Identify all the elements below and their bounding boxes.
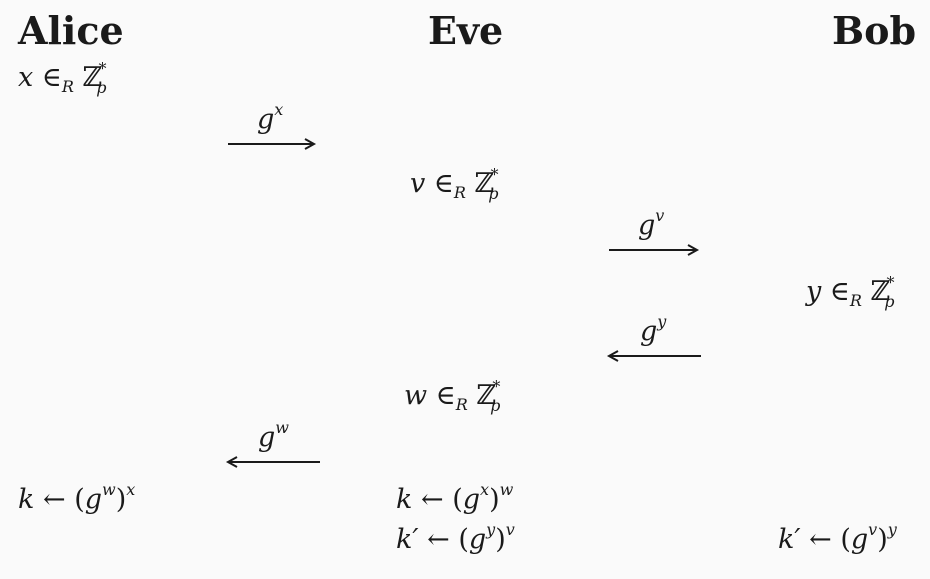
alice-header: Alice — [18, 8, 124, 53]
msg-gy-arrow — [606, 350, 701, 362]
bob-header: Bob — [832, 8, 917, 53]
lhs: k′ — [778, 524, 801, 555]
exp: x — [274, 100, 284, 119]
lhs: k — [396, 484, 413, 515]
lhs: k′ — [396, 524, 419, 555]
set-z: ℤ — [474, 168, 495, 199]
msg-gx-label: gx — [257, 100, 283, 135]
eve-header: Eve — [428, 8, 504, 53]
eve-key-kprime: k′ ← (gy)v — [396, 520, 515, 555]
rel-in: ∈ — [41, 62, 62, 93]
rel-in: ∈ — [433, 168, 454, 199]
set-z: ℤ — [870, 276, 891, 307]
msg-gw-label: gw — [258, 418, 289, 453]
paren-open: ( — [458, 524, 469, 555]
set-sup: * — [98, 59, 107, 78]
rel-sub: R — [61, 77, 74, 96]
lhs: k — [18, 484, 35, 515]
set-sup: * — [492, 377, 501, 396]
alice-key: k ← (gw)x — [18, 480, 135, 515]
base: g — [84, 484, 103, 515]
outer-exp: y — [887, 520, 897, 539]
base: g — [638, 210, 656, 241]
base: g — [468, 524, 487, 555]
exp: y — [657, 312, 667, 331]
outer-exp: v — [505, 520, 515, 539]
base: g — [462, 484, 481, 515]
paren-close: ) — [115, 484, 127, 515]
msg-gv-arrow — [609, 244, 700, 256]
rel-sub: R — [455, 395, 468, 414]
assign-arrow: ← — [809, 524, 832, 555]
rel-sub: R — [453, 183, 466, 202]
paren-close: ) — [877, 524, 888, 555]
set-z: ℤ — [82, 62, 103, 93]
set-sup: * — [490, 165, 499, 184]
set-sub: p — [488, 184, 499, 203]
paren-close: ) — [495, 524, 506, 555]
set-sub: p — [490, 396, 501, 415]
set-sub: p — [884, 292, 895, 311]
var-x: x — [18, 62, 34, 93]
paren-open: ( — [452, 484, 463, 515]
msg-gv-label: gv — [638, 206, 664, 241]
bob-key-kprime: k′ ← (gv)y — [778, 520, 897, 555]
paren-open: ( — [74, 484, 85, 515]
assign-arrow: ← — [427, 524, 450, 555]
outer-exp: w — [499, 480, 514, 499]
base: g — [640, 316, 658, 347]
msg-gy-label: gy — [640, 312, 666, 347]
alice-choose-x: x ∈R ℤp* — [18, 59, 120, 97]
rel-sub: R — [849, 291, 862, 310]
eve-choose-v: v ∈R ℤp* — [410, 165, 512, 203]
base: g — [258, 422, 276, 453]
set-z: ℤ — [476, 380, 497, 411]
outer-exp: x — [126, 480, 136, 499]
exp: w — [275, 418, 289, 437]
eve-choose-w: w ∈R ℤp* — [404, 377, 514, 415]
set-sub: p — [96, 78, 107, 97]
var-v: v — [410, 168, 426, 199]
rel-in: ∈ — [435, 380, 456, 411]
rel-in: ∈ — [829, 276, 850, 307]
base: g — [257, 104, 275, 135]
var-w: w — [404, 380, 428, 411]
set-sup: * — [886, 273, 895, 292]
msg-gw-arrow — [225, 456, 320, 468]
eve-key-k: k ← (gx)w — [396, 480, 513, 515]
base: g — [850, 524, 869, 555]
assign-arrow: ← — [420, 484, 444, 515]
paren-open: ( — [840, 524, 851, 555]
inner-exp: v — [868, 520, 878, 539]
paren-close: ) — [489, 484, 500, 515]
var-y: y — [806, 276, 822, 307]
bob-choose-y: y ∈R ℤp* — [806, 273, 908, 311]
inner-exp: w — [102, 480, 116, 499]
inner-exp: y — [486, 520, 496, 539]
msg-gx-arrow — [228, 138, 317, 150]
assign-arrow: ← — [42, 484, 66, 515]
exp: v — [655, 206, 665, 225]
inner-exp: x — [480, 480, 490, 499]
